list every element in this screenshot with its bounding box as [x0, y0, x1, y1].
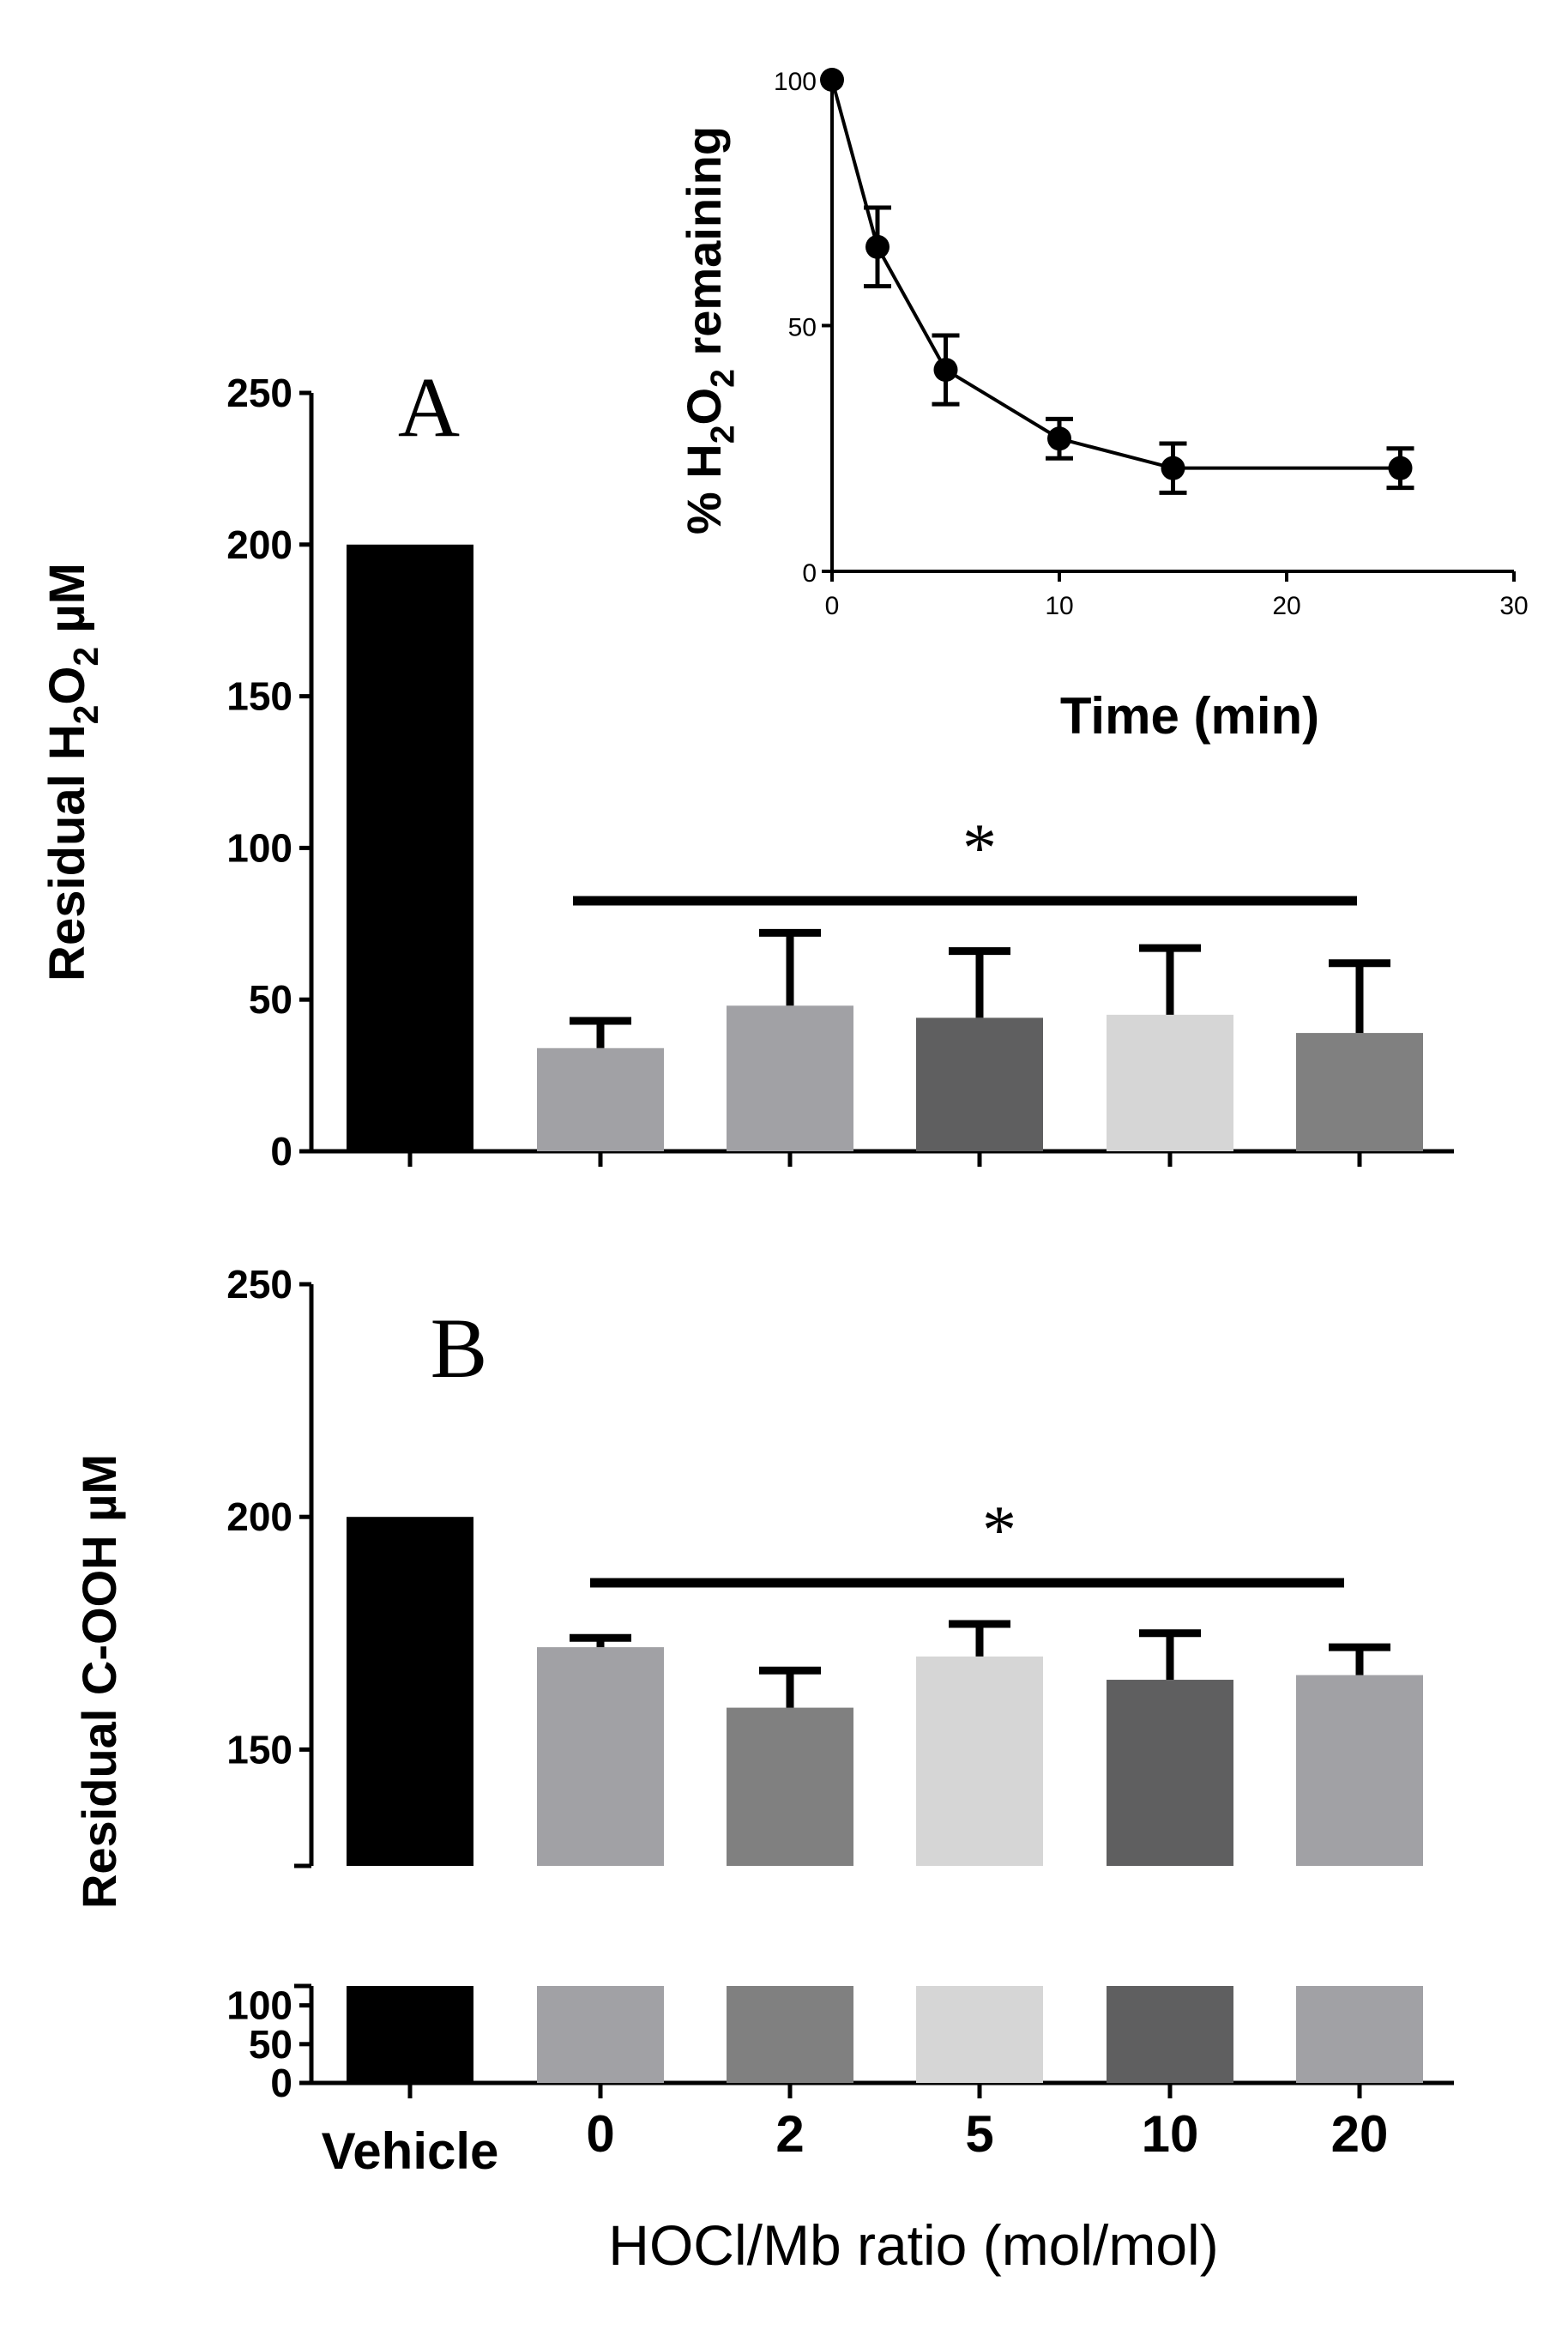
- y-tick-label: 100: [226, 825, 292, 870]
- x-category-label: 10: [1142, 2105, 1199, 2163]
- bar-lower-2: [727, 1986, 853, 2083]
- bar-upper-2: [727, 1707, 853, 1866]
- bar-5: [916, 1017, 1043, 1151]
- y-axis-title-b: Residual C-OOH µM: [72, 1454, 126, 1909]
- inset-data-point: [1047, 426, 1071, 451]
- x-category-label: 20: [1331, 2105, 1389, 2163]
- inset-data-point: [1388, 456, 1413, 480]
- bar-lower-5: [916, 1986, 1043, 2083]
- bar-10: [1107, 1014, 1233, 1151]
- bar-lower-0: [537, 1986, 664, 2083]
- inset-x-tick-label: 0: [825, 592, 840, 620]
- bar-upper-5: [916, 1656, 1043, 1866]
- y-tick-label: 200: [226, 1494, 292, 1539]
- inset-y-axis-title: % H2O2 remaining: [677, 126, 742, 534]
- bar-0: [537, 1047, 664, 1151]
- bar-upper-10: [1107, 1680, 1233, 1866]
- x-category-label: 0: [586, 2105, 614, 2163]
- bar-upper-Vehicle: [347, 1517, 473, 1866]
- y-tick-label: 0: [270, 1129, 292, 1174]
- inset-y-tick-label: 100: [774, 68, 817, 96]
- x-category-label: 2: [775, 2105, 804, 2163]
- inset-data-point: [865, 234, 890, 259]
- y-axis-title-a: Residual H2O2 µM: [39, 563, 106, 981]
- x-category-label: Vehicle: [322, 2122, 499, 2180]
- inset-x-axis-title: Time (min): [1060, 687, 1319, 745]
- bar-2: [727, 1005, 853, 1151]
- x-axis-title: HOCl/Mb ratio (mol/mol): [608, 2213, 1218, 2277]
- bar-upper-20: [1296, 1675, 1423, 1866]
- bar-20: [1296, 1033, 1423, 1151]
- y-tick-label: 0: [270, 2061, 292, 2105]
- x-category-labels: Vehicle 0 2 5 10 20: [322, 2105, 1389, 2180]
- y-tick-label: 150: [226, 1727, 292, 1772]
- inset-y-tick-label: 0: [802, 559, 817, 588]
- inset-data-point: [933, 358, 958, 383]
- inset-time-course: 0 50 100 0 10 20 30 Time (min) % H2O2 remaining: [677, 68, 1529, 745]
- inset-series-line: [830, 79, 1401, 470]
- y-tick-label: 250: [226, 1262, 292, 1307]
- x-category-label: 5: [965, 2105, 993, 2163]
- bar-Vehicle: [347, 544, 473, 1151]
- bar-lower-20: [1296, 1986, 1423, 2083]
- inset-data-point: [820, 68, 844, 92]
- bar-lower-Vehicle: [347, 1986, 473, 2083]
- inset-x-tick-label: 20: [1272, 592, 1300, 620]
- significance-marker: *: [962, 811, 997, 886]
- y-tick-label: 150: [226, 674, 292, 719]
- y-tick-label: 50: [249, 2022, 292, 2067]
- bar-lower-10: [1107, 1986, 1233, 2083]
- panel-label-b: B: [431, 1301, 488, 1396]
- y-tick-label: 100: [226, 1983, 292, 2028]
- inset-data-point: [1161, 456, 1185, 480]
- y-tick-label: 50: [249, 977, 292, 1022]
- significance-marker: *: [982, 1493, 1016, 1568]
- inset-x-tick-label: 10: [1045, 592, 1073, 620]
- inset-x-tick-label: 30: [1499, 592, 1528, 620]
- y-tick-label: 250: [226, 371, 292, 415]
- bar-upper-0: [537, 1647, 664, 1866]
- y-tick-label: 200: [226, 522, 292, 567]
- panel-label-a: A: [398, 359, 460, 455]
- inset-y-tick-label: 50: [788, 314, 817, 342]
